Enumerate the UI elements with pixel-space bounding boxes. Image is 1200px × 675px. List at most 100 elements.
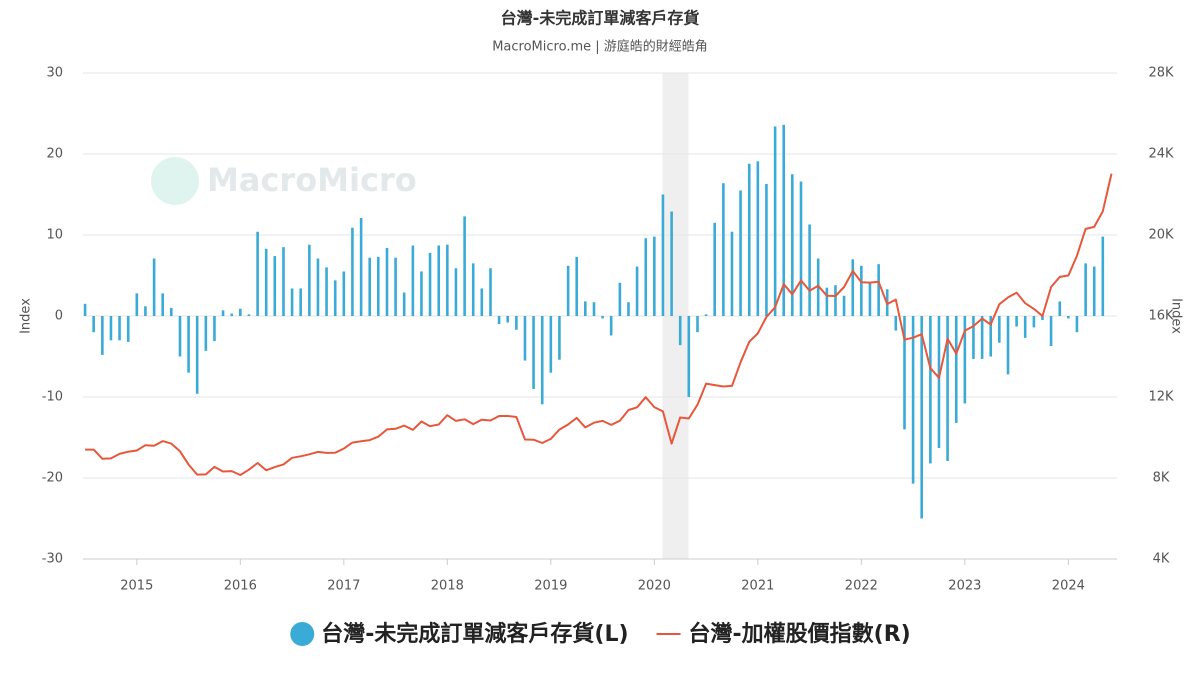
y-tick-label: 0 bbox=[55, 309, 63, 324]
bar bbox=[264, 248, 268, 316]
x-tick-label: 2023 bbox=[948, 579, 981, 594]
bar bbox=[1032, 316, 1036, 328]
bar bbox=[618, 282, 622, 316]
bar bbox=[773, 126, 777, 317]
bar bbox=[592, 302, 596, 316]
legend-item: 台灣-加權股價指數(R) bbox=[656, 621, 911, 647]
bar bbox=[282, 247, 285, 316]
bar bbox=[1067, 316, 1070, 319]
bar bbox=[1084, 263, 1087, 316]
x-tick-label: 2018 bbox=[431, 579, 464, 594]
legend: 台灣-未完成訂單減客戶存貨(L) 台灣-加權股價指數(R) bbox=[290, 621, 911, 647]
bar bbox=[221, 310, 225, 316]
bar bbox=[782, 124, 786, 316]
legend-item: 台灣-未完成訂單減客戶存貨(L) bbox=[290, 621, 629, 647]
bar bbox=[489, 268, 492, 316]
bar bbox=[1023, 316, 1027, 338]
y-tick-label: 20 bbox=[46, 147, 63, 162]
bar bbox=[135, 293, 139, 316]
legend-label: 台灣-未完成訂單減客戶存貨(L) bbox=[321, 621, 628, 647]
y2-tick-label: 24K bbox=[1148, 147, 1174, 162]
x-tick-label: 2021 bbox=[741, 579, 774, 594]
bar bbox=[937, 316, 941, 449]
bar bbox=[1058, 301, 1062, 316]
bar bbox=[256, 231, 259, 316]
bar bbox=[230, 313, 234, 316]
watermark-icon bbox=[151, 157, 199, 205]
bar bbox=[989, 316, 993, 357]
legend-swatch bbox=[290, 622, 315, 646]
y2-axis-label: Index bbox=[1169, 298, 1184, 334]
bar bbox=[825, 287, 829, 316]
bar bbox=[954, 316, 958, 423]
bar bbox=[877, 264, 880, 316]
y2-tick-label: 4K bbox=[1153, 552, 1170, 567]
bar bbox=[213, 316, 216, 342]
bar bbox=[385, 247, 389, 316]
bar bbox=[704, 314, 708, 316]
bar bbox=[860, 265, 863, 316]
bar bbox=[342, 271, 346, 316]
bar bbox=[463, 216, 466, 316]
bar bbox=[126, 316, 130, 342]
bar bbox=[1101, 236, 1105, 316]
bar bbox=[333, 280, 337, 316]
bar bbox=[316, 258, 320, 316]
plot-background bbox=[83, 72, 1117, 560]
x-tick-label: 2015 bbox=[120, 579, 153, 594]
bar bbox=[903, 316, 906, 430]
bar bbox=[118, 316, 121, 341]
bar bbox=[730, 231, 734, 316]
bar bbox=[428, 252, 432, 316]
bar bbox=[506, 316, 509, 323]
bar bbox=[653, 236, 656, 316]
x-tick-label: 2019 bbox=[534, 579, 567, 594]
bar bbox=[894, 316, 898, 331]
bar bbox=[368, 257, 372, 316]
bar bbox=[152, 258, 156, 316]
bar bbox=[394, 257, 397, 316]
bar bbox=[549, 316, 553, 373]
x-tick-label: 2020 bbox=[638, 579, 671, 594]
bar bbox=[868, 282, 872, 316]
bar bbox=[920, 316, 923, 519]
bar bbox=[972, 316, 975, 359]
y2-tick-label: 28K bbox=[1148, 66, 1174, 81]
bar bbox=[575, 256, 579, 316]
bar bbox=[523, 316, 527, 361]
bar bbox=[402, 292, 406, 316]
bar bbox=[851, 259, 855, 316]
bar bbox=[359, 217, 363, 316]
bar bbox=[497, 316, 501, 325]
watermark: MacroMicro bbox=[207, 161, 417, 199]
chart-subtitle: MacroMicro.me | 游庭皓的財經皓角 bbox=[492, 39, 708, 55]
bar bbox=[299, 288, 302, 316]
bar bbox=[204, 316, 208, 351]
bar bbox=[446, 244, 449, 316]
bar bbox=[411, 245, 415, 316]
y-axis-label: Index bbox=[19, 298, 34, 334]
bar bbox=[1015, 316, 1018, 327]
bar bbox=[713, 222, 716, 316]
y2-tick-label: 16K bbox=[1148, 309, 1174, 324]
bar bbox=[1041, 316, 1044, 321]
bar bbox=[946, 316, 949, 461]
bar bbox=[351, 227, 354, 316]
bar bbox=[609, 316, 613, 336]
bar bbox=[601, 316, 604, 319]
bar bbox=[584, 301, 587, 316]
bar bbox=[144, 306, 147, 316]
bar bbox=[195, 316, 199, 394]
bar bbox=[739, 190, 742, 316]
bar bbox=[670, 211, 673, 316]
bar bbox=[92, 316, 95, 333]
bar bbox=[842, 295, 846, 316]
bar bbox=[161, 293, 164, 316]
bar bbox=[169, 307, 173, 316]
bar bbox=[765, 183, 768, 316]
bar bbox=[101, 316, 104, 355]
bar bbox=[83, 303, 87, 316]
bar bbox=[1049, 316, 1053, 346]
bar bbox=[187, 316, 190, 373]
